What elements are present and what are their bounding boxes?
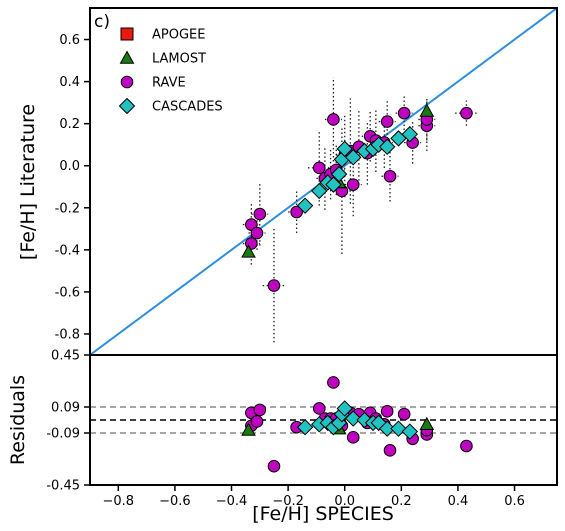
error-bars: [242, 77, 478, 343]
x-axis-label: [Fe/H] SPECIES: [252, 503, 394, 525]
rave-point: [327, 113, 340, 126]
residual-y-tick-label: -0.45: [46, 479, 80, 494]
lamost-residual-point: [419, 416, 435, 431]
y-tick-label: 0.4: [59, 75, 80, 90]
cascades-point: [336, 140, 353, 158]
rave-point: [380, 115, 394, 128]
panel-label: c): [94, 12, 110, 32]
legend-label-lamost: LAMOST: [152, 52, 206, 67]
residual-y-tick-label: -0.09: [46, 427, 80, 442]
x-tick-label: 0.6: [504, 494, 525, 509]
rave-point: [312, 161, 326, 175]
rave-residual-point: [383, 444, 397, 457]
cascades-residual-point: [378, 420, 396, 437]
x-tick-label: −0.6: [159, 494, 191, 509]
cascades-residual-point: [401, 423, 419, 440]
cascades-point: [401, 125, 419, 143]
residual-y-axis-ticks: -0.45 -0.09 0.09 0.45: [46, 349, 90, 494]
data-markers: [241, 103, 473, 292]
legend-marker-rave: [120, 75, 134, 89]
cascades-point: [330, 165, 348, 183]
rave-residual-point: [253, 403, 267, 417]
x-tick-label: −0.4: [216, 494, 248, 509]
rave-residual-point: [312, 402, 326, 415]
rave-residual-point: [346, 431, 360, 444]
cascades-residual-point: [345, 410, 362, 427]
residuals-panel: -0.45 -0.09 0.09 0.45 −0.8 −0.6 −0.4 −0.2 0.0 0.…: [7, 349, 558, 525]
cascades-point: [378, 138, 396, 156]
cascades-residual-point: [336, 400, 353, 417]
rave-point: [397, 106, 411, 120]
rave-residual-point: [380, 405, 394, 418]
y-tick-label: 0.6: [59, 33, 80, 48]
lamost-residual-point: [241, 422, 256, 436]
legend-label-apogee: APOGEE: [152, 28, 205, 43]
y-axis-label-residuals: Residuals: [7, 375, 29, 465]
cascades-point: [296, 197, 314, 214]
rave-point: [250, 226, 264, 240]
residual-plot-frame: [89, 354, 558, 486]
residual-markers: [241, 376, 473, 473]
x-tick-label: −0.8: [103, 494, 135, 509]
legend-marker-apogee: [120, 27, 134, 41]
lamost-point: [419, 103, 435, 117]
x-axis-ticks: −0.8 −0.6 −0.4 −0.2 0.0 0.2 0.4 0.6: [103, 485, 525, 509]
rave-point: [267, 279, 281, 292]
legend: APOGEE LAMOST RAVE CASCADES: [118, 27, 223, 115]
cascades-point: [311, 182, 328, 200]
y-tick-label: -0.6: [55, 285, 80, 300]
y-axis-ticks: -0.8 -0.6 -0.4 -0.2 0.0 0.2 0.4 0.6: [55, 33, 90, 342]
y-tick-label: -0.8: [55, 327, 80, 342]
cascades-point: [345, 149, 362, 166]
cascades-residual-point: [390, 420, 407, 437]
cascades-point: [325, 176, 342, 193]
legend-marker-lamost: [119, 50, 135, 64]
residual-y-tick-label: 0.09: [51, 401, 80, 416]
x-tick-label: 0.4: [448, 494, 469, 509]
legend-label-cascades: CASCADES: [152, 100, 223, 115]
rave-residual-point: [250, 415, 264, 428]
rave-point: [290, 205, 303, 219]
rave-residual-point: [397, 407, 411, 421]
residual-y-tick-label: 0.45: [51, 349, 80, 364]
x-tick-label: −0.2: [272, 494, 304, 509]
y-tick-label: 0.2: [59, 117, 80, 132]
rave-residual-point: [267, 459, 281, 473]
y-axis-label-main: [Fe/H] Literature: [17, 104, 39, 260]
legend-marker-cascades: [118, 97, 136, 115]
lamost-point: [241, 244, 256, 258]
x-tick-label: 0.2: [391, 494, 412, 509]
y-tick-label: 0.0: [59, 159, 80, 174]
cascades-residual-point: [296, 419, 314, 436]
rave-point: [383, 169, 397, 183]
x-tick-label: 0.0: [334, 494, 355, 509]
y-tick-label: -0.2: [55, 201, 80, 216]
rave-point: [253, 207, 267, 221]
rave-point: [460, 106, 473, 120]
rave-residual-point: [327, 376, 340, 389]
y-tick-label: -0.4: [55, 243, 80, 258]
main-panel: -0.8 -0.6 -0.4 -0.2 0.0 0.2 0.4 0.6 c) APOGEE LA…: [17, 7, 558, 356]
rave-residual-point: [460, 439, 473, 453]
legend-label-rave: RAVE: [152, 76, 186, 91]
rave-point: [346, 178, 360, 191]
